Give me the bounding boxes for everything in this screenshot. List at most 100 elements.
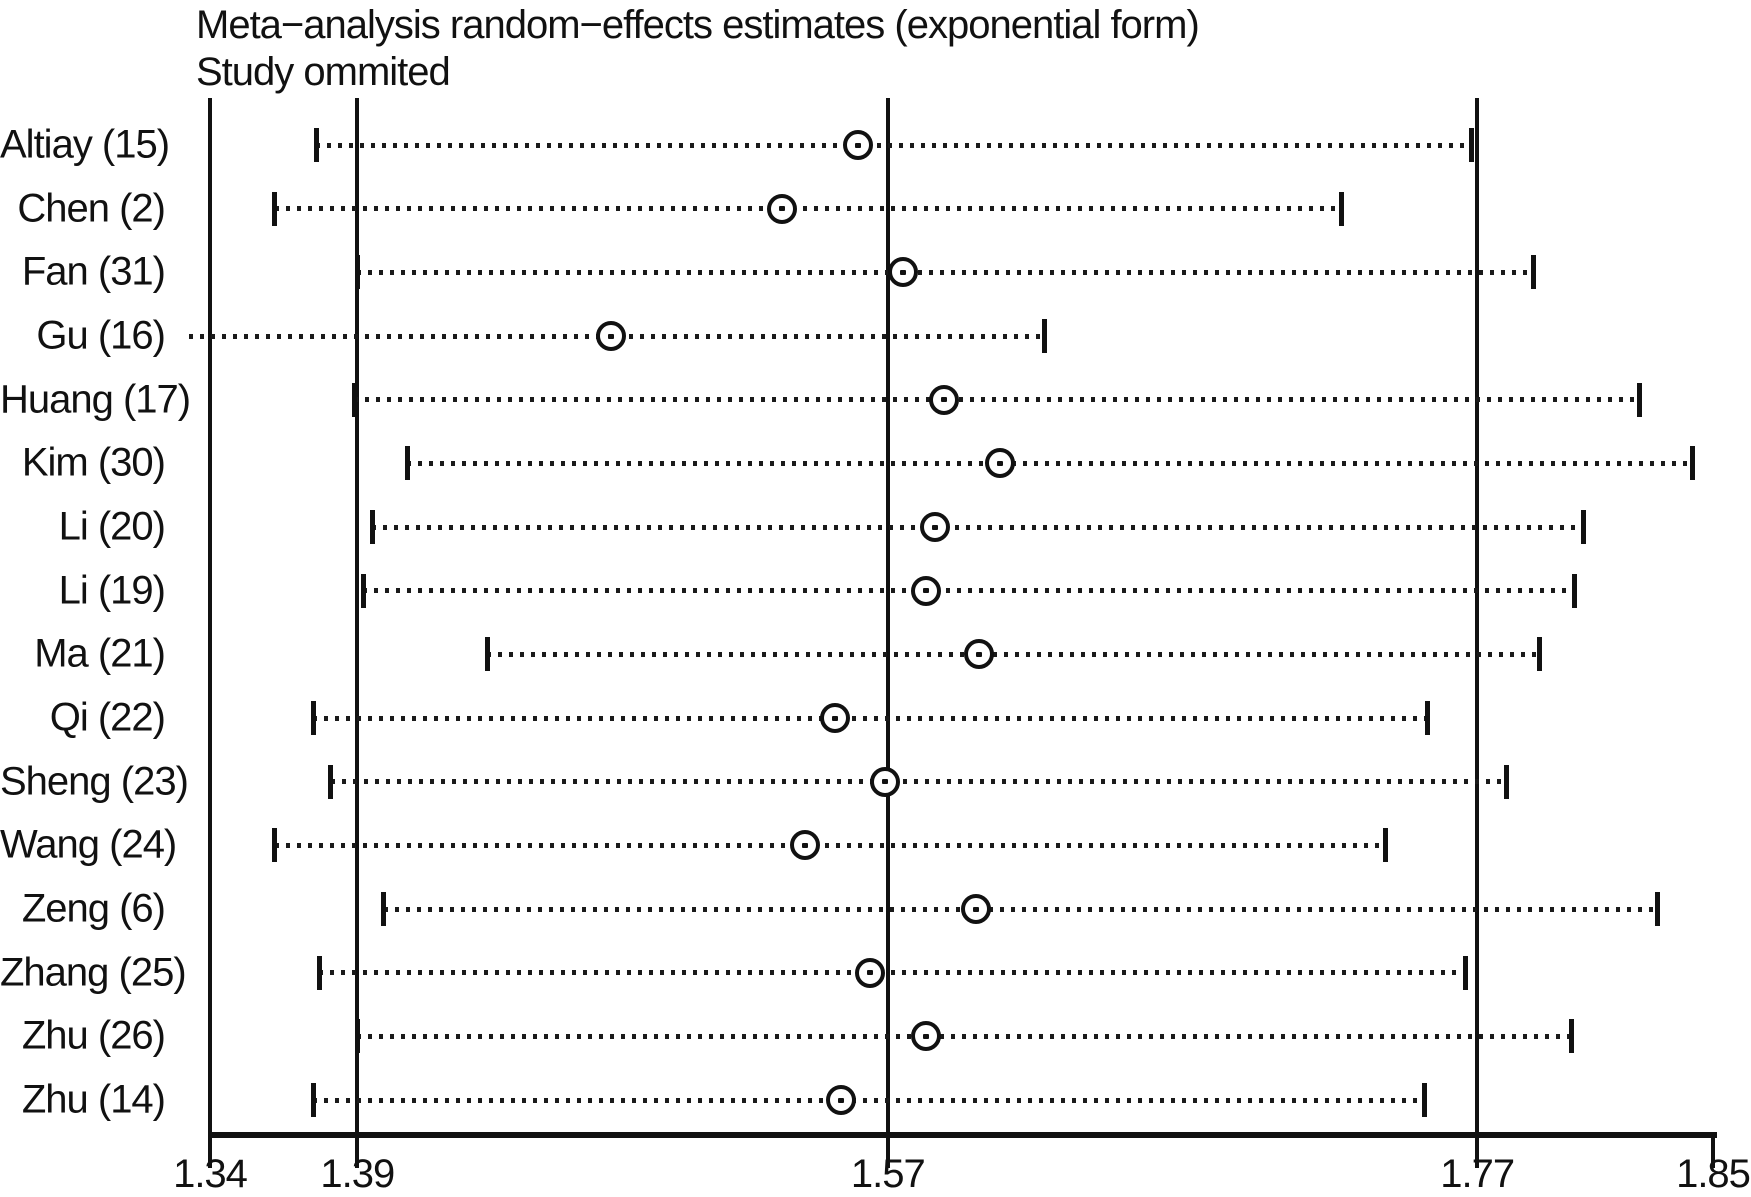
ci-line (363, 588, 1575, 594)
study-label: Li (20) (58, 504, 166, 549)
study-label: Ma (21) (34, 631, 166, 676)
estimate-marker (595, 321, 626, 351)
ci-line (357, 1033, 1572, 1039)
ci-line (274, 206, 1342, 212)
study-label: Qi (22) (49, 695, 166, 740)
x-tick-label: 1.77 (1440, 1152, 1515, 1196)
estimate-marker-dot (855, 142, 862, 148)
y-axis (208, 98, 212, 1168)
x-axis (210, 1132, 1717, 1138)
estimate-marker-dot (996, 460, 1003, 466)
study-label: Li (19) (58, 568, 166, 613)
ci-cap-lower (404, 446, 410, 481)
ci-cap-upper (1530, 255, 1536, 290)
ci-cap-upper (1580, 510, 1586, 544)
x-tick-label: 1.57 (850, 1152, 926, 1196)
ci-line (357, 269, 1534, 275)
estimate-marker (911, 1021, 942, 1052)
ci-cap-upper (1689, 446, 1695, 481)
reference-gridline (1475, 98, 1480, 1168)
reference-gridline (355, 98, 360, 1168)
ci-cap-lower (313, 128, 319, 162)
study-label: Zhu (26) (21, 1013, 166, 1058)
study-label: Fan (31) (21, 249, 166, 294)
ci-cap-upper (1041, 319, 1047, 353)
estimate-marker (984, 448, 1015, 479)
estimate-marker-dot (867, 970, 874, 976)
estimate-marker-dot (923, 588, 930, 594)
ci-cap-lower (272, 191, 278, 226)
ci-line (274, 842, 1386, 848)
ci-cap-lower (484, 637, 490, 672)
estimate-marker-dot (931, 524, 938, 530)
estimate-marker-dot (923, 1033, 930, 1039)
ci-cap-upper (1504, 764, 1510, 799)
ci-cap-lower (272, 828, 278, 863)
estimate-marker-dot (778, 206, 785, 212)
estimate-marker-dot (940, 397, 947, 403)
study-label: Huang (17) (0, 377, 191, 422)
estimate-marker-dot (899, 269, 906, 275)
ci-line (354, 397, 1640, 403)
ci-cap-upper (1654, 892, 1660, 926)
estimate-marker-dot (976, 651, 983, 657)
study-label: Altiay (15) (0, 122, 170, 167)
ci-line (313, 1097, 1425, 1103)
ci-cap-lower (316, 955, 322, 990)
estimate-marker-dot (802, 842, 809, 848)
x-tick (208, 1135, 212, 1168)
estimate-marker (869, 766, 900, 797)
ci-cap-lower (381, 892, 387, 926)
study-label: Chen (2) (17, 186, 166, 231)
ci-cap-lower (354, 1019, 360, 1054)
x-tick (1711, 1135, 1715, 1168)
estimate-marker (790, 830, 821, 861)
ci-cap-upper (1421, 1083, 1427, 1117)
ci-cap-lower (360, 573, 366, 608)
ci-line (330, 779, 1507, 785)
ci-cap-upper (1636, 382, 1642, 417)
estimate-marker (766, 193, 797, 224)
ci-cap-upper (1339, 191, 1345, 226)
ci-line (372, 524, 1584, 530)
ci-cap-upper (1468, 128, 1474, 162)
ci-line (316, 142, 1472, 148)
ci-cap-lower (369, 510, 375, 544)
ci-line (407, 460, 1693, 466)
x-tick-label: 1.34 (173, 1152, 248, 1196)
ci-cap-upper (1383, 828, 1389, 863)
ci-line (487, 651, 1540, 657)
estimate-marker (855, 957, 886, 988)
estimate-marker (964, 639, 995, 670)
ci-line (319, 970, 1466, 976)
x-tick-label: 1.85 (1676, 1152, 1751, 1196)
study-label: Sheng (23) (0, 759, 189, 804)
x-tick (355, 1135, 360, 1168)
x-tick-label: 1.39 (320, 1152, 395, 1196)
study-label: Zeng (6) (21, 886, 166, 931)
estimate-marker (819, 703, 850, 733)
chart-title-block: Meta−analysis random−effects estimates (… (196, 2, 1200, 96)
ci-cap-upper (1571, 573, 1577, 608)
study-label: Zhang (25) (0, 950, 187, 995)
estimate-marker-dot (881, 779, 888, 785)
estimate-marker (825, 1085, 856, 1115)
study-label: Zhu (14) (21, 1077, 166, 1122)
chart-subtitle: Study ommited (196, 50, 451, 94)
estimate-marker-dot (831, 715, 838, 721)
study-label: Gu (16) (36, 313, 166, 358)
estimate-marker (961, 894, 992, 924)
x-tick (885, 1135, 890, 1168)
estimate-marker (919, 512, 950, 542)
ci-cap-upper (1536, 637, 1542, 672)
estimate-marker-dot (973, 906, 980, 912)
chart-title: Meta−analysis random−effects estimates (… (196, 3, 1200, 47)
ci-cap-upper (1569, 1019, 1575, 1054)
estimate-marker (843, 130, 874, 160)
ci-cap-upper (1424, 701, 1430, 735)
estimate-marker-dot (607, 333, 614, 339)
reference-gridline (885, 98, 890, 1168)
estimate-marker (911, 575, 942, 606)
ci-cap-lower (354, 255, 360, 290)
